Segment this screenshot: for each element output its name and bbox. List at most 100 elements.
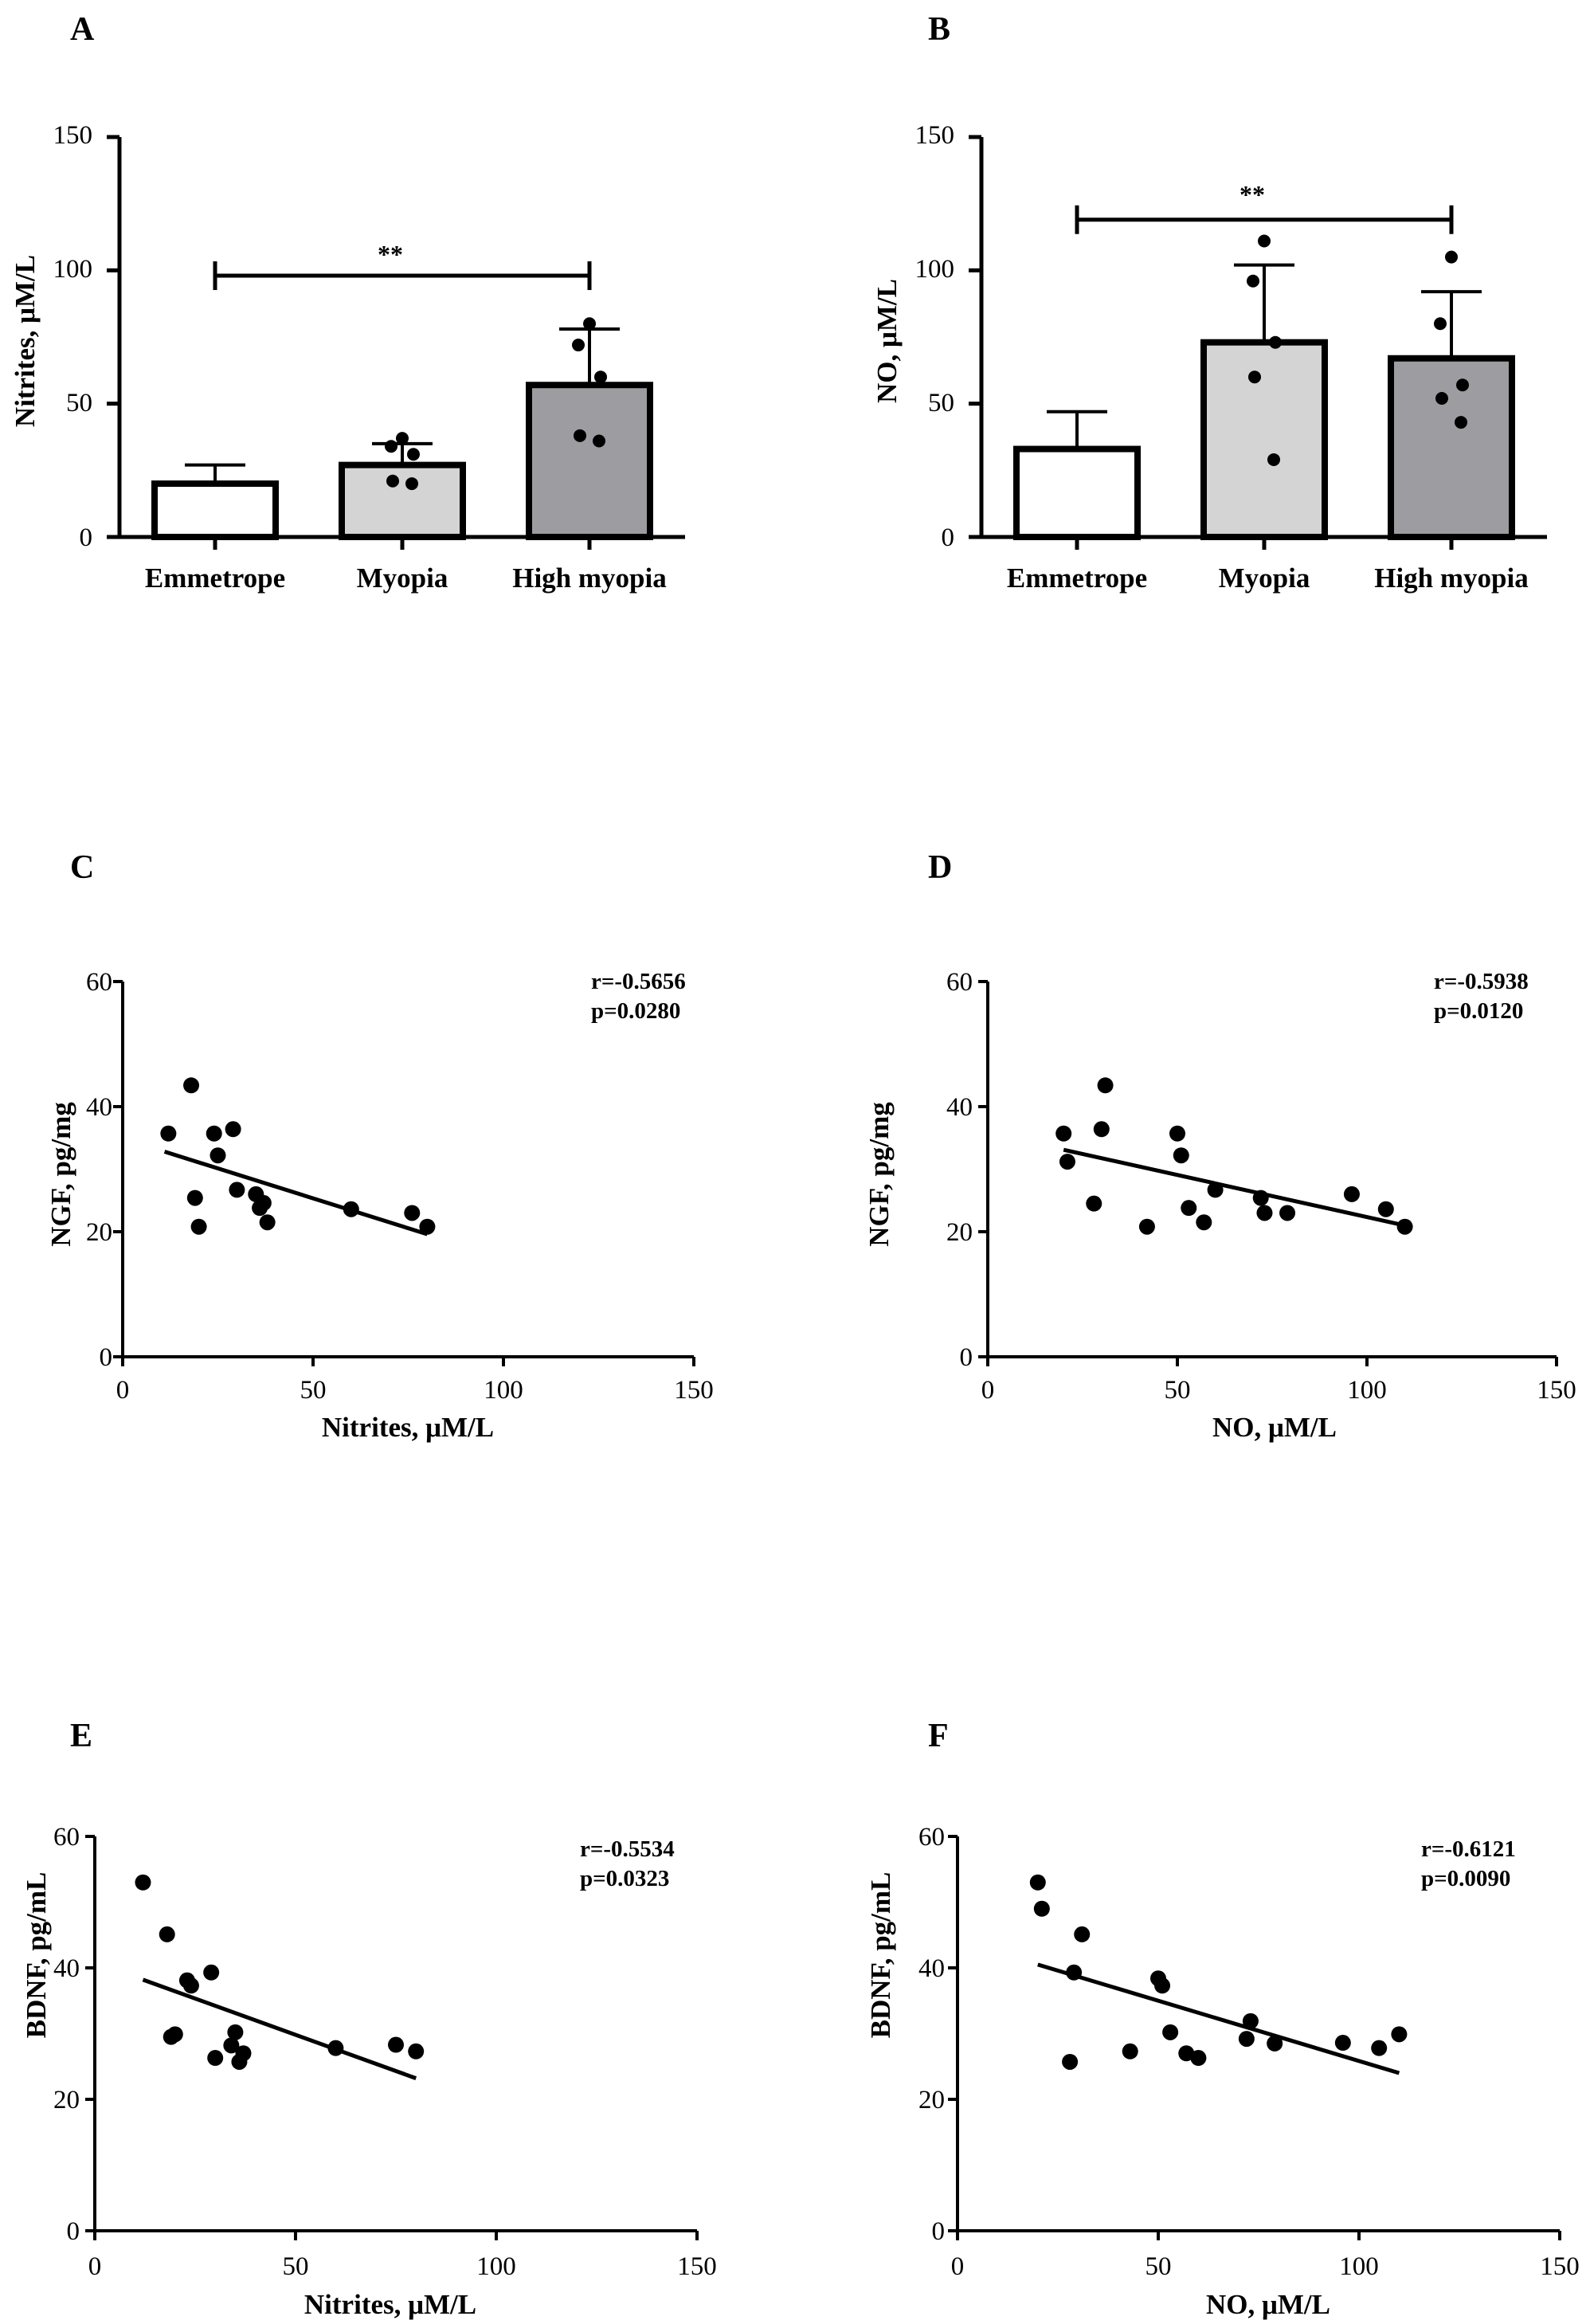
data-point-d-5 xyxy=(1138,1218,1155,1235)
y-tick-label-d-2: 40 xyxy=(946,1093,973,1122)
x-tick-label-c-3: 150 xyxy=(674,1376,714,1405)
data-point-e-13 xyxy=(388,2036,404,2053)
correlation-r-d: r=-0.5938 xyxy=(1434,969,1529,994)
panel-f: F BDNF, pg/mL NO, μM/L 0 20 40 60 0 50 1… xyxy=(865,1718,1580,2320)
data-point-c-0 xyxy=(160,1125,177,1142)
y-tick-label-a-1: 50 xyxy=(66,389,92,417)
plot-area-d xyxy=(978,980,1558,1366)
y-tick-label-a-3: 150 xyxy=(53,121,93,150)
x-tick-label-e-2: 100 xyxy=(476,2252,516,2281)
data-point-b-2-3 xyxy=(1435,391,1448,405)
data-point-a-2-4 xyxy=(593,434,605,448)
data-point-d-13 xyxy=(1279,1205,1296,1221)
data-point-d-8 xyxy=(1181,1200,1197,1217)
data-point-e-11 xyxy=(235,2045,252,2062)
x-tick-label-e-1: 50 xyxy=(283,2252,309,2281)
data-point-b-1-4 xyxy=(1267,453,1280,466)
data-point-b-2-2 xyxy=(1456,378,1469,392)
data-point-b-2-4 xyxy=(1455,416,1467,429)
data-point-f-16 xyxy=(1391,2026,1408,2043)
data-point-e-5 xyxy=(182,1977,199,1994)
x-tick-label-f-0: 0 xyxy=(951,2252,965,2281)
y-tick-label-c-3: 60 xyxy=(86,968,112,997)
data-point-f-13 xyxy=(1267,2035,1283,2052)
plot-area-e xyxy=(85,1835,699,2240)
data-point-f-1 xyxy=(1033,1900,1050,1917)
correlation-p-f: p=0.0090 xyxy=(1421,1866,1510,1891)
x-tick-label-c-0: 0 xyxy=(116,1376,130,1405)
data-point-f-11 xyxy=(1238,2031,1255,2048)
panel-label-a: A xyxy=(70,11,95,48)
regression-line-d xyxy=(1063,1147,1406,1228)
y-tick-label-b-0: 0 xyxy=(942,523,955,552)
data-point-f-14 xyxy=(1334,2035,1351,2052)
y-tick-label-a-2: 100 xyxy=(53,255,93,284)
data-point-d-1 xyxy=(1059,1154,1075,1170)
category-label-a-1: Myopia xyxy=(357,562,448,594)
bar-b-2 xyxy=(1388,355,1515,541)
x-axis-title-d: NO, μM/L xyxy=(1212,1412,1337,1443)
plot-area-b xyxy=(969,135,1547,550)
data-point-b-2-1 xyxy=(1434,317,1447,331)
category-label-b-1: Myopia xyxy=(1219,562,1310,594)
data-point-e-8 xyxy=(223,2037,240,2054)
plot-area-c xyxy=(113,980,695,1366)
data-point-f-10 xyxy=(1190,2050,1207,2067)
category-label-b-2: High myopia xyxy=(1374,562,1529,594)
y-tick-label-b-3: 150 xyxy=(915,121,955,150)
x-tick-label-f-1: 50 xyxy=(1146,2252,1172,2281)
data-point-f-9 xyxy=(1178,2045,1195,2062)
plot-area-f xyxy=(948,1835,1561,2240)
data-point-c-13 xyxy=(404,1205,421,1221)
data-point-a-2-1 xyxy=(572,339,585,352)
panel-label-e: E xyxy=(70,1718,92,1754)
panel-c: C NGF, pg/mg Nitrites, μM/L 0 20 40 60 0… xyxy=(45,849,714,1443)
y-tick-label-e-1: 20 xyxy=(53,2086,80,2114)
data-point-c-2 xyxy=(186,1189,203,1206)
data-point-e-9 xyxy=(227,2024,244,2040)
y-tick-label-c-0: 0 xyxy=(100,1343,113,1372)
y-tick-label-c-2: 40 xyxy=(86,1093,112,1122)
y-tick-label-c-1: 20 xyxy=(86,1218,112,1247)
data-point-c-12 xyxy=(343,1201,359,1217)
data-point-d-4 xyxy=(1097,1077,1114,1094)
bar-b-0 xyxy=(1013,445,1141,540)
y-axis-title-f: BDNF, pg/mL xyxy=(865,1872,896,2039)
category-label-b-0: Emmetrope xyxy=(1007,562,1147,594)
x-tick-label-e-0: 0 xyxy=(88,2252,102,2281)
y-axis-title-a: Nitrites, μM/L xyxy=(10,255,41,427)
y-tick-label-d-0: 0 xyxy=(960,1343,973,1372)
y-tick-label-d-1: 20 xyxy=(946,1218,973,1247)
data-point-a-1-4 xyxy=(405,477,418,491)
x-tick-label-e-3: 150 xyxy=(677,2252,717,2281)
data-point-e-6 xyxy=(203,1964,220,1981)
data-point-f-2 xyxy=(1062,2053,1079,2070)
panel-label-c: C xyxy=(70,849,94,886)
data-point-a-2-2 xyxy=(594,370,607,384)
data-point-c-14 xyxy=(419,1218,436,1235)
data-point-a-2-3 xyxy=(574,429,586,442)
x-tick-label-f-3: 150 xyxy=(1540,2252,1580,2281)
data-point-c-11 xyxy=(259,1214,276,1231)
regression-line-e xyxy=(142,1977,417,2080)
y-tick-label-e-0: 0 xyxy=(67,2217,80,2246)
regression-line-f xyxy=(1037,1962,1400,2075)
x-tick-label-c-1: 50 xyxy=(300,1376,327,1405)
data-point-e-3 xyxy=(166,2026,183,2043)
data-point-a-1-0 xyxy=(396,432,409,445)
panel-label-d: D xyxy=(928,849,952,886)
data-point-d-6 xyxy=(1169,1125,1185,1142)
data-point-a-2-0 xyxy=(583,317,596,331)
correlation-r-f: r=-0.6121 xyxy=(1421,1836,1516,1862)
y-axis-title-d: NGF, pg/mg xyxy=(864,1102,895,1247)
data-point-e-1 xyxy=(159,1926,175,1942)
bar-a-2 xyxy=(526,382,653,540)
category-label-a-2: High myopia xyxy=(512,562,667,594)
bar-a-1 xyxy=(339,461,466,541)
panel-e: E BDNF, pg/mL Nitrites, μM/L 0 20 40 60 … xyxy=(21,1718,717,2320)
correlation-p-c: p=0.0280 xyxy=(591,998,680,1024)
category-label-a-0: Emmetrope xyxy=(145,562,285,594)
data-point-c-7 xyxy=(229,1182,245,1198)
